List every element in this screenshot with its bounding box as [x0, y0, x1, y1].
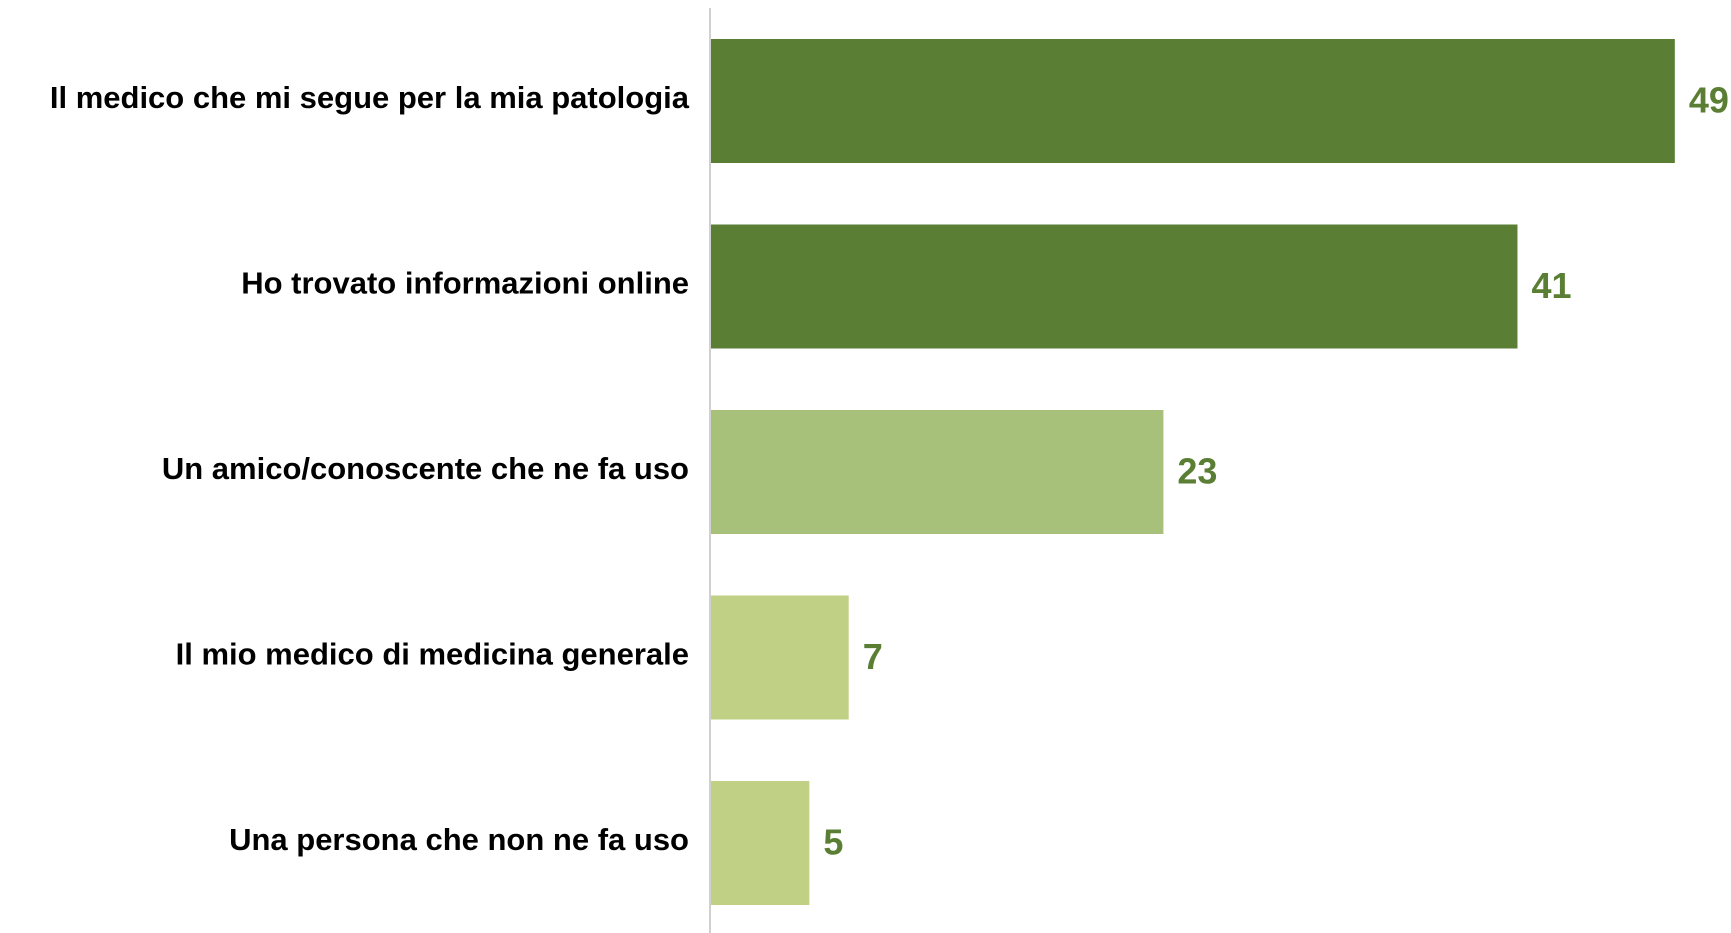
bar — [711, 39, 1675, 163]
value-label: 49 — [1689, 80, 1729, 121]
value-label: 23 — [1177, 451, 1217, 492]
category-label: Un amico/conoscente che ne fa uso — [162, 451, 689, 486]
bar — [711, 224, 1518, 349]
value-label: 41 — [1531, 265, 1571, 306]
category-label: Il mio medico di medicina generale — [176, 637, 689, 672]
value-label: 5 — [823, 822, 843, 863]
value-label: 7 — [863, 636, 883, 677]
category-label: Ho trovato informazioni online — [241, 266, 689, 301]
bar — [711, 781, 810, 905]
category-label: Una persona che non ne fa uso — [229, 822, 689, 857]
bar — [711, 410, 1164, 534]
category-label: Il medico che mi segue per la mia patolo… — [50, 80, 690, 115]
bar — [711, 595, 849, 720]
